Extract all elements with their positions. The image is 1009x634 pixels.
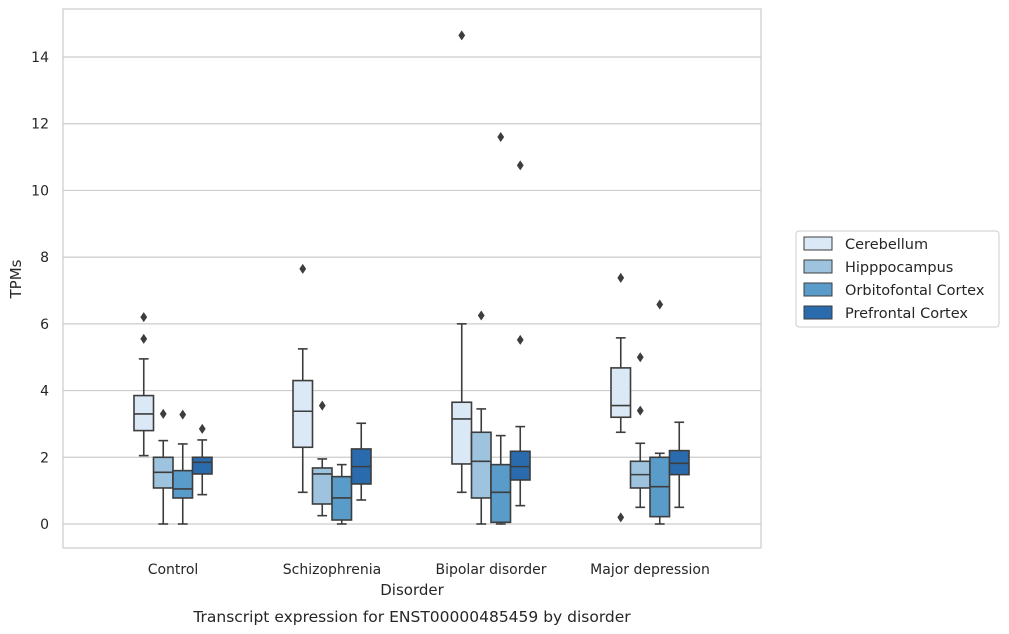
box-orbitofontal-cortex [490,132,512,525]
x-tick-label: Major depression [590,562,710,578]
outlier-point [617,272,625,283]
legend-swatch [803,236,833,251]
x-axis-label: Disorder [380,581,444,599]
outlier-point [516,160,524,171]
box-cerebellum [133,312,155,457]
outlier-point [516,334,524,345]
box-hipppocampus [629,352,651,509]
y-axis-label: TPMs [7,259,25,299]
outlier-point [636,352,644,363]
box-prefrontal-cortex [668,421,690,509]
chart-caption: Transcript expression for ENST0000048545… [192,608,631,626]
box-prefrontal-cortex [509,160,531,507]
iqr-box [133,394,155,432]
plot-area-frame [62,8,762,549]
y-tick-label: 10 [31,183,49,199]
outlier-point [299,263,307,274]
y-tick-label: 14 [31,50,49,66]
box-prefrontal-cortex [350,422,372,501]
legend: Cerebellum Hipppocampus Orbitofontal Corte… [795,230,1000,328]
outlier-point [140,312,148,323]
iqr-box [292,379,314,449]
legend-label: Cerebellum [845,237,928,253]
box-hipppocampus [152,408,174,525]
iqr-box [509,450,531,481]
y-tick-label: 6 [40,317,49,333]
box-hipppocampus [470,310,492,525]
gridlines [63,56,761,525]
y-tick-label: 0 [40,517,49,533]
box-orbitofontal-cortex [331,463,353,525]
outlier-point [656,299,664,310]
y-tick-label: 4 [40,384,49,400]
box-cerebellum [451,30,473,494]
legend-swatch [803,259,833,274]
outlier-point [140,333,148,344]
legend-frame [795,230,1000,328]
outlier-point [636,405,644,416]
box-prefrontal-cortex [191,423,213,496]
iqr-box [470,431,492,499]
box-cerebellum [292,263,314,494]
outlier-point [318,400,326,411]
y-tick-label: 12 [31,117,49,133]
iqr-box [610,367,632,419]
outlier-point [179,409,187,420]
legend-label: Hipppocampus [845,260,953,276]
y-tick-label: 8 [40,250,49,266]
legend-label: Prefrontal Cortex [845,306,968,322]
box-orbitofontal-cortex [649,299,671,525]
box-series [133,30,690,525]
x-tick-label: Schizophrenia [283,562,381,578]
iqr-box [490,463,512,524]
legend-swatch [803,282,833,297]
iqr-box [172,469,194,499]
legend-swatch [803,305,833,320]
x-tick-label: Control [148,562,199,578]
outlier-point [477,310,485,321]
outlier-point [458,30,466,41]
y-tick-label: 2 [40,450,49,466]
outlier-point [198,423,206,434]
box-orbitofontal-cortex [172,409,194,525]
outlier-point [497,132,505,143]
legend-label: Orbitofontal Cortex [845,283,985,299]
box-hipppocampus [311,400,333,517]
outlier-point [159,408,167,419]
y-tick-labels: 0 2 4 6 8 10 12 14 [31,50,49,533]
box-cerebellum [610,272,632,523]
x-tick-labels: Control Schizophrenia Bipolar disorder Majo… [148,562,710,578]
iqr-box [191,456,213,475]
outlier-point [617,512,625,523]
iqr-box [451,401,473,465]
x-tick-label: Bipolar disorder [435,562,546,578]
